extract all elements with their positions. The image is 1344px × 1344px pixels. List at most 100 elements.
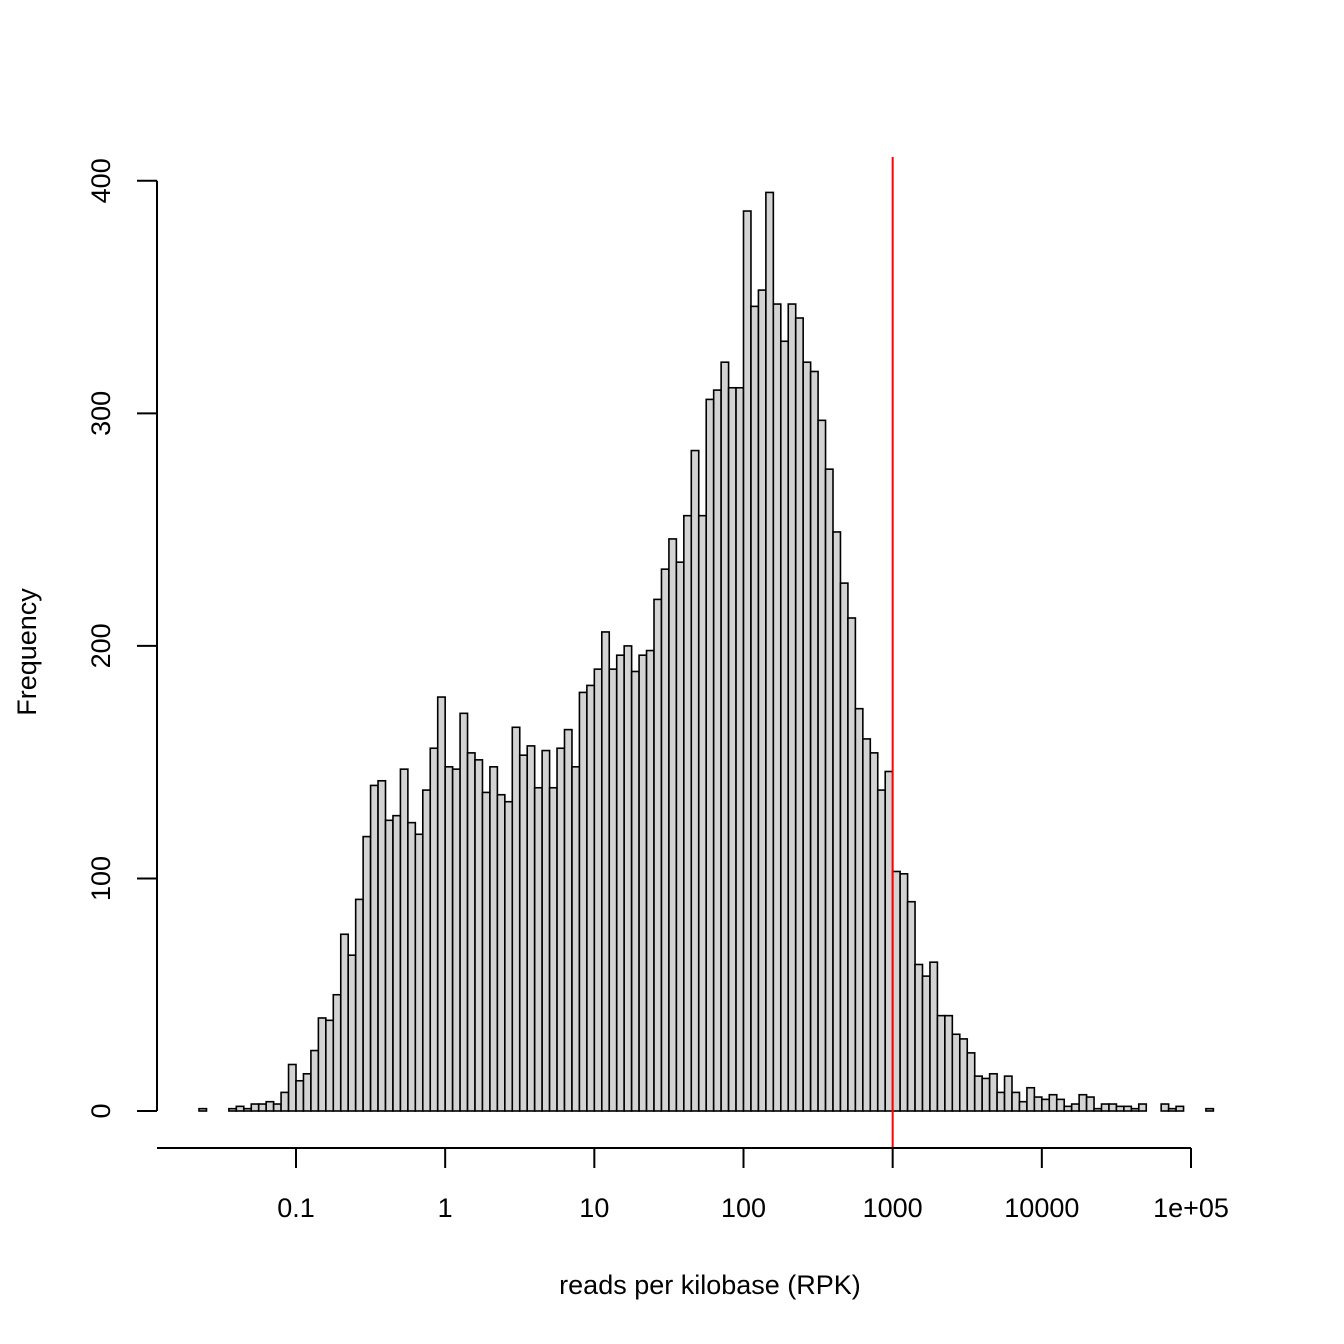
histogram-bar bbox=[630, 670, 640, 1112]
y-tick-label: 400 bbox=[86, 158, 116, 203]
histogram-bar bbox=[369, 784, 379, 1112]
histogram-bar bbox=[548, 786, 558, 1112]
histogram-bar bbox=[906, 900, 916, 1112]
x-tick-label: 1e+05 bbox=[1153, 1193, 1229, 1223]
histogram-bar bbox=[339, 933, 350, 1112]
histogram-bar bbox=[1070, 1103, 1080, 1112]
histogram-bar bbox=[280, 1091, 290, 1112]
histogram-bar bbox=[1115, 1105, 1125, 1112]
histogram-bar bbox=[593, 668, 603, 1112]
histogram-bar bbox=[228, 1107, 238, 1112]
histogram-bar bbox=[489, 766, 499, 1112]
histogram-bar bbox=[1130, 1107, 1140, 1112]
x-tick-label: 10 bbox=[579, 1193, 609, 1223]
histogram-bar bbox=[511, 726, 521, 1112]
histogram-bar bbox=[242, 1107, 253, 1112]
histogram-bar bbox=[354, 898, 364, 1112]
histogram-bar bbox=[809, 370, 819, 1112]
histogram-bar bbox=[533, 786, 543, 1112]
histogram-bar bbox=[451, 768, 461, 1112]
x-tick-label: 1 bbox=[438, 1193, 453, 1223]
histogram-bar bbox=[504, 800, 514, 1112]
histogram-bar bbox=[876, 789, 887, 1112]
histogram-bar bbox=[1137, 1103, 1148, 1112]
histogram-bar bbox=[1160, 1103, 1170, 1112]
histogram-bar bbox=[600, 631, 611, 1112]
histogram-bar bbox=[802, 361, 812, 1112]
histogram-bar bbox=[1100, 1103, 1110, 1112]
histogram-bar bbox=[1011, 1091, 1021, 1112]
histogram-bar bbox=[683, 514, 693, 1112]
histogram-bar bbox=[407, 821, 417, 1112]
histogram-bar bbox=[362, 835, 372, 1112]
histogram-bar bbox=[1041, 1098, 1051, 1112]
histogram-bar bbox=[921, 975, 931, 1112]
histogram-bar bbox=[1055, 1098, 1066, 1112]
histogram-bar bbox=[578, 691, 588, 1112]
histogram-bar bbox=[1167, 1107, 1177, 1112]
histogram-bar bbox=[399, 768, 409, 1112]
x-tick-label: 100 bbox=[721, 1193, 766, 1223]
histogram-bar bbox=[936, 1014, 946, 1112]
histogram-bar bbox=[317, 1017, 327, 1112]
histogram-bar bbox=[392, 814, 402, 1112]
histogram-bar bbox=[414, 833, 424, 1112]
histogram-bar bbox=[436, 696, 446, 1112]
histogram-bar bbox=[526, 745, 536, 1112]
histogram-bar bbox=[295, 1079, 305, 1112]
histogram-bar bbox=[257, 1103, 267, 1112]
histogram-bar bbox=[988, 1072, 998, 1112]
histogram-bar bbox=[571, 766, 581, 1112]
histogram-bar bbox=[608, 668, 618, 1112]
histogram-bar bbox=[347, 954, 357, 1112]
histogram-bar bbox=[518, 754, 529, 1112]
histogram-bar bbox=[966, 1052, 976, 1112]
histogram-bar bbox=[325, 1019, 335, 1112]
histogram-bar bbox=[563, 728, 573, 1112]
y-tick-label: 300 bbox=[86, 391, 116, 436]
histogram-bar bbox=[824, 468, 834, 1112]
y-tick-label: 200 bbox=[86, 623, 116, 668]
x-tick-label: 0.1 bbox=[277, 1193, 315, 1223]
histogram-bar bbox=[384, 819, 394, 1112]
histogram-bar bbox=[705, 398, 715, 1112]
histogram-bar bbox=[712, 389, 722, 1112]
histogram-bar bbox=[772, 303, 782, 1112]
histogram-bar bbox=[794, 317, 804, 1112]
histogram-bar bbox=[891, 870, 901, 1112]
histogram-bar bbox=[1205, 1107, 1215, 1112]
x-axis-label: reads per kilobase (RPK) bbox=[559, 1270, 861, 1300]
histogram-bar bbox=[869, 752, 879, 1112]
histogram-bar bbox=[660, 568, 670, 1112]
histogram-bar bbox=[914, 963, 924, 1112]
histogram-bar bbox=[996, 1091, 1006, 1112]
histogram-bar bbox=[310, 1049, 320, 1112]
histogram-bar bbox=[444, 766, 454, 1112]
histogram-bar bbox=[1175, 1105, 1185, 1112]
x-axis: 0.1 1 10 100 1000 10000 1e+05 bbox=[157, 1147, 1229, 1223]
histogram-bar bbox=[653, 598, 663, 1112]
histogram-bar bbox=[817, 419, 827, 1112]
histogram-bar bbox=[541, 749, 551, 1112]
histogram-bar bbox=[787, 303, 797, 1112]
histogram-bar bbox=[198, 1107, 208, 1112]
histogram-bar bbox=[1123, 1105, 1133, 1112]
histogram-bar bbox=[645, 649, 655, 1112]
histogram-bar bbox=[265, 1100, 275, 1112]
histogram-bar bbox=[862, 738, 872, 1112]
histogram-bar bbox=[377, 779, 387, 1112]
histogram-bar bbox=[757, 289, 767, 1112]
x-tick-label: 10000 bbox=[1004, 1193, 1079, 1223]
histogram-bar bbox=[765, 191, 775, 1112]
histogram-bar bbox=[1078, 1093, 1088, 1112]
histogram-bar bbox=[302, 1072, 312, 1112]
histogram-bar bbox=[832, 531, 842, 1112]
histogram-bar bbox=[250, 1103, 260, 1112]
histogram-bar bbox=[421, 789, 432, 1112]
histogram-bar bbox=[899, 872, 909, 1112]
x-tick-label: 1000 bbox=[863, 1193, 923, 1223]
histogram-bar bbox=[586, 684, 596, 1112]
histogram-bar bbox=[929, 961, 939, 1112]
histogram-bar bbox=[720, 361, 730, 1112]
